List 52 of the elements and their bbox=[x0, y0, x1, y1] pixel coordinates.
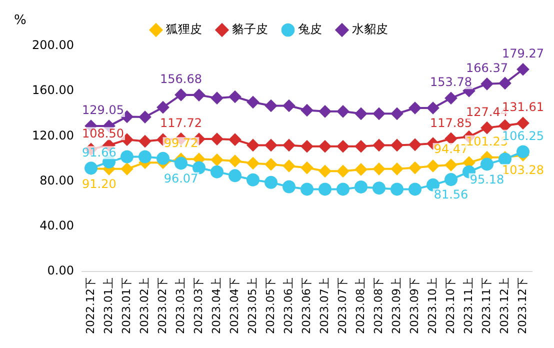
x-tick-label: 2023.04上 bbox=[210, 278, 223, 334]
x-tick-label: 2023.05下 bbox=[264, 278, 277, 334]
data-label: 103.28 bbox=[502, 163, 544, 178]
legend-label: 狐狸皮 bbox=[166, 22, 202, 36]
legend-label: 兔皮 bbox=[298, 22, 322, 36]
y-tick-label: 0.00 bbox=[47, 264, 74, 278]
x-tick-label: 2023.11下 bbox=[480, 278, 493, 334]
data-label: 156.68 bbox=[160, 72, 202, 86]
y-tick-label: 200.00 bbox=[32, 38, 74, 52]
data-label: 166.37 bbox=[466, 61, 508, 76]
x-tick-label: 2023.03下 bbox=[192, 278, 205, 334]
data-label: 153.78 bbox=[430, 75, 472, 90]
data-label: 91.66 bbox=[82, 145, 116, 160]
data-label: 91.20 bbox=[82, 176, 116, 191]
x-tick-label: 2023.04下 bbox=[228, 278, 241, 334]
x-tick-label: 2023.01上 bbox=[102, 278, 115, 334]
data-label: 117.85 bbox=[430, 116, 472, 130]
y-tick-label: 160.00 bbox=[32, 83, 74, 98]
x-tick-label: 2023.09下 bbox=[408, 278, 421, 334]
x-tick-label: 2023.09上 bbox=[390, 278, 403, 334]
x-tick-label: 2022.12下 bbox=[84, 278, 97, 334]
data-label: 117.72 bbox=[160, 116, 202, 130]
x-tick-label: 2023.10下 bbox=[444, 278, 457, 334]
x-tick-label: 2023.08上 bbox=[354, 278, 367, 334]
x-tick-label: 2023.02下 bbox=[156, 278, 169, 334]
data-label: 99.72 bbox=[164, 136, 198, 150]
x-tick-label: 2023.10上 bbox=[426, 278, 439, 334]
x-tick-label: 2023.12上 bbox=[498, 278, 511, 334]
data-label: 129.05 bbox=[82, 103, 124, 118]
x-tick-label: 2023.07上 bbox=[318, 278, 331, 334]
data-label: 94.47 bbox=[434, 142, 468, 156]
data-label: 96.07 bbox=[164, 171, 198, 186]
y-axis-title: % bbox=[14, 12, 26, 28]
x-tick-label: 2023.08下 bbox=[372, 278, 385, 334]
data-label: 179.27 bbox=[502, 46, 544, 60]
data-label: 81.56 bbox=[434, 188, 468, 202]
data-label: 95.18 bbox=[470, 172, 504, 186]
x-tick-label: 2023.06上 bbox=[282, 278, 295, 334]
data-label: 108.50 bbox=[82, 126, 124, 140]
y-tick-label: 80.00 bbox=[40, 173, 74, 188]
y-tick-label: 40.00 bbox=[40, 218, 74, 233]
x-tick-label: 2023.12下 bbox=[516, 278, 529, 334]
y-tick-label: 120.00 bbox=[32, 128, 74, 142]
x-tick-label: 2023.02上 bbox=[138, 278, 151, 334]
x-tick-label: 2023.03上 bbox=[174, 278, 187, 334]
legend-label: 貉子皮 bbox=[232, 22, 268, 36]
x-tick-label: 2023.06下 bbox=[300, 278, 313, 334]
x-tick-label: 2023.05上 bbox=[246, 278, 259, 334]
x-tick-label: 2023.07下 bbox=[336, 278, 349, 334]
legend-label: 水貂皮 bbox=[352, 22, 388, 36]
x-tick-label: 2023.01下 bbox=[120, 278, 133, 334]
x-tick-label: 2023.11上 bbox=[462, 278, 475, 334]
